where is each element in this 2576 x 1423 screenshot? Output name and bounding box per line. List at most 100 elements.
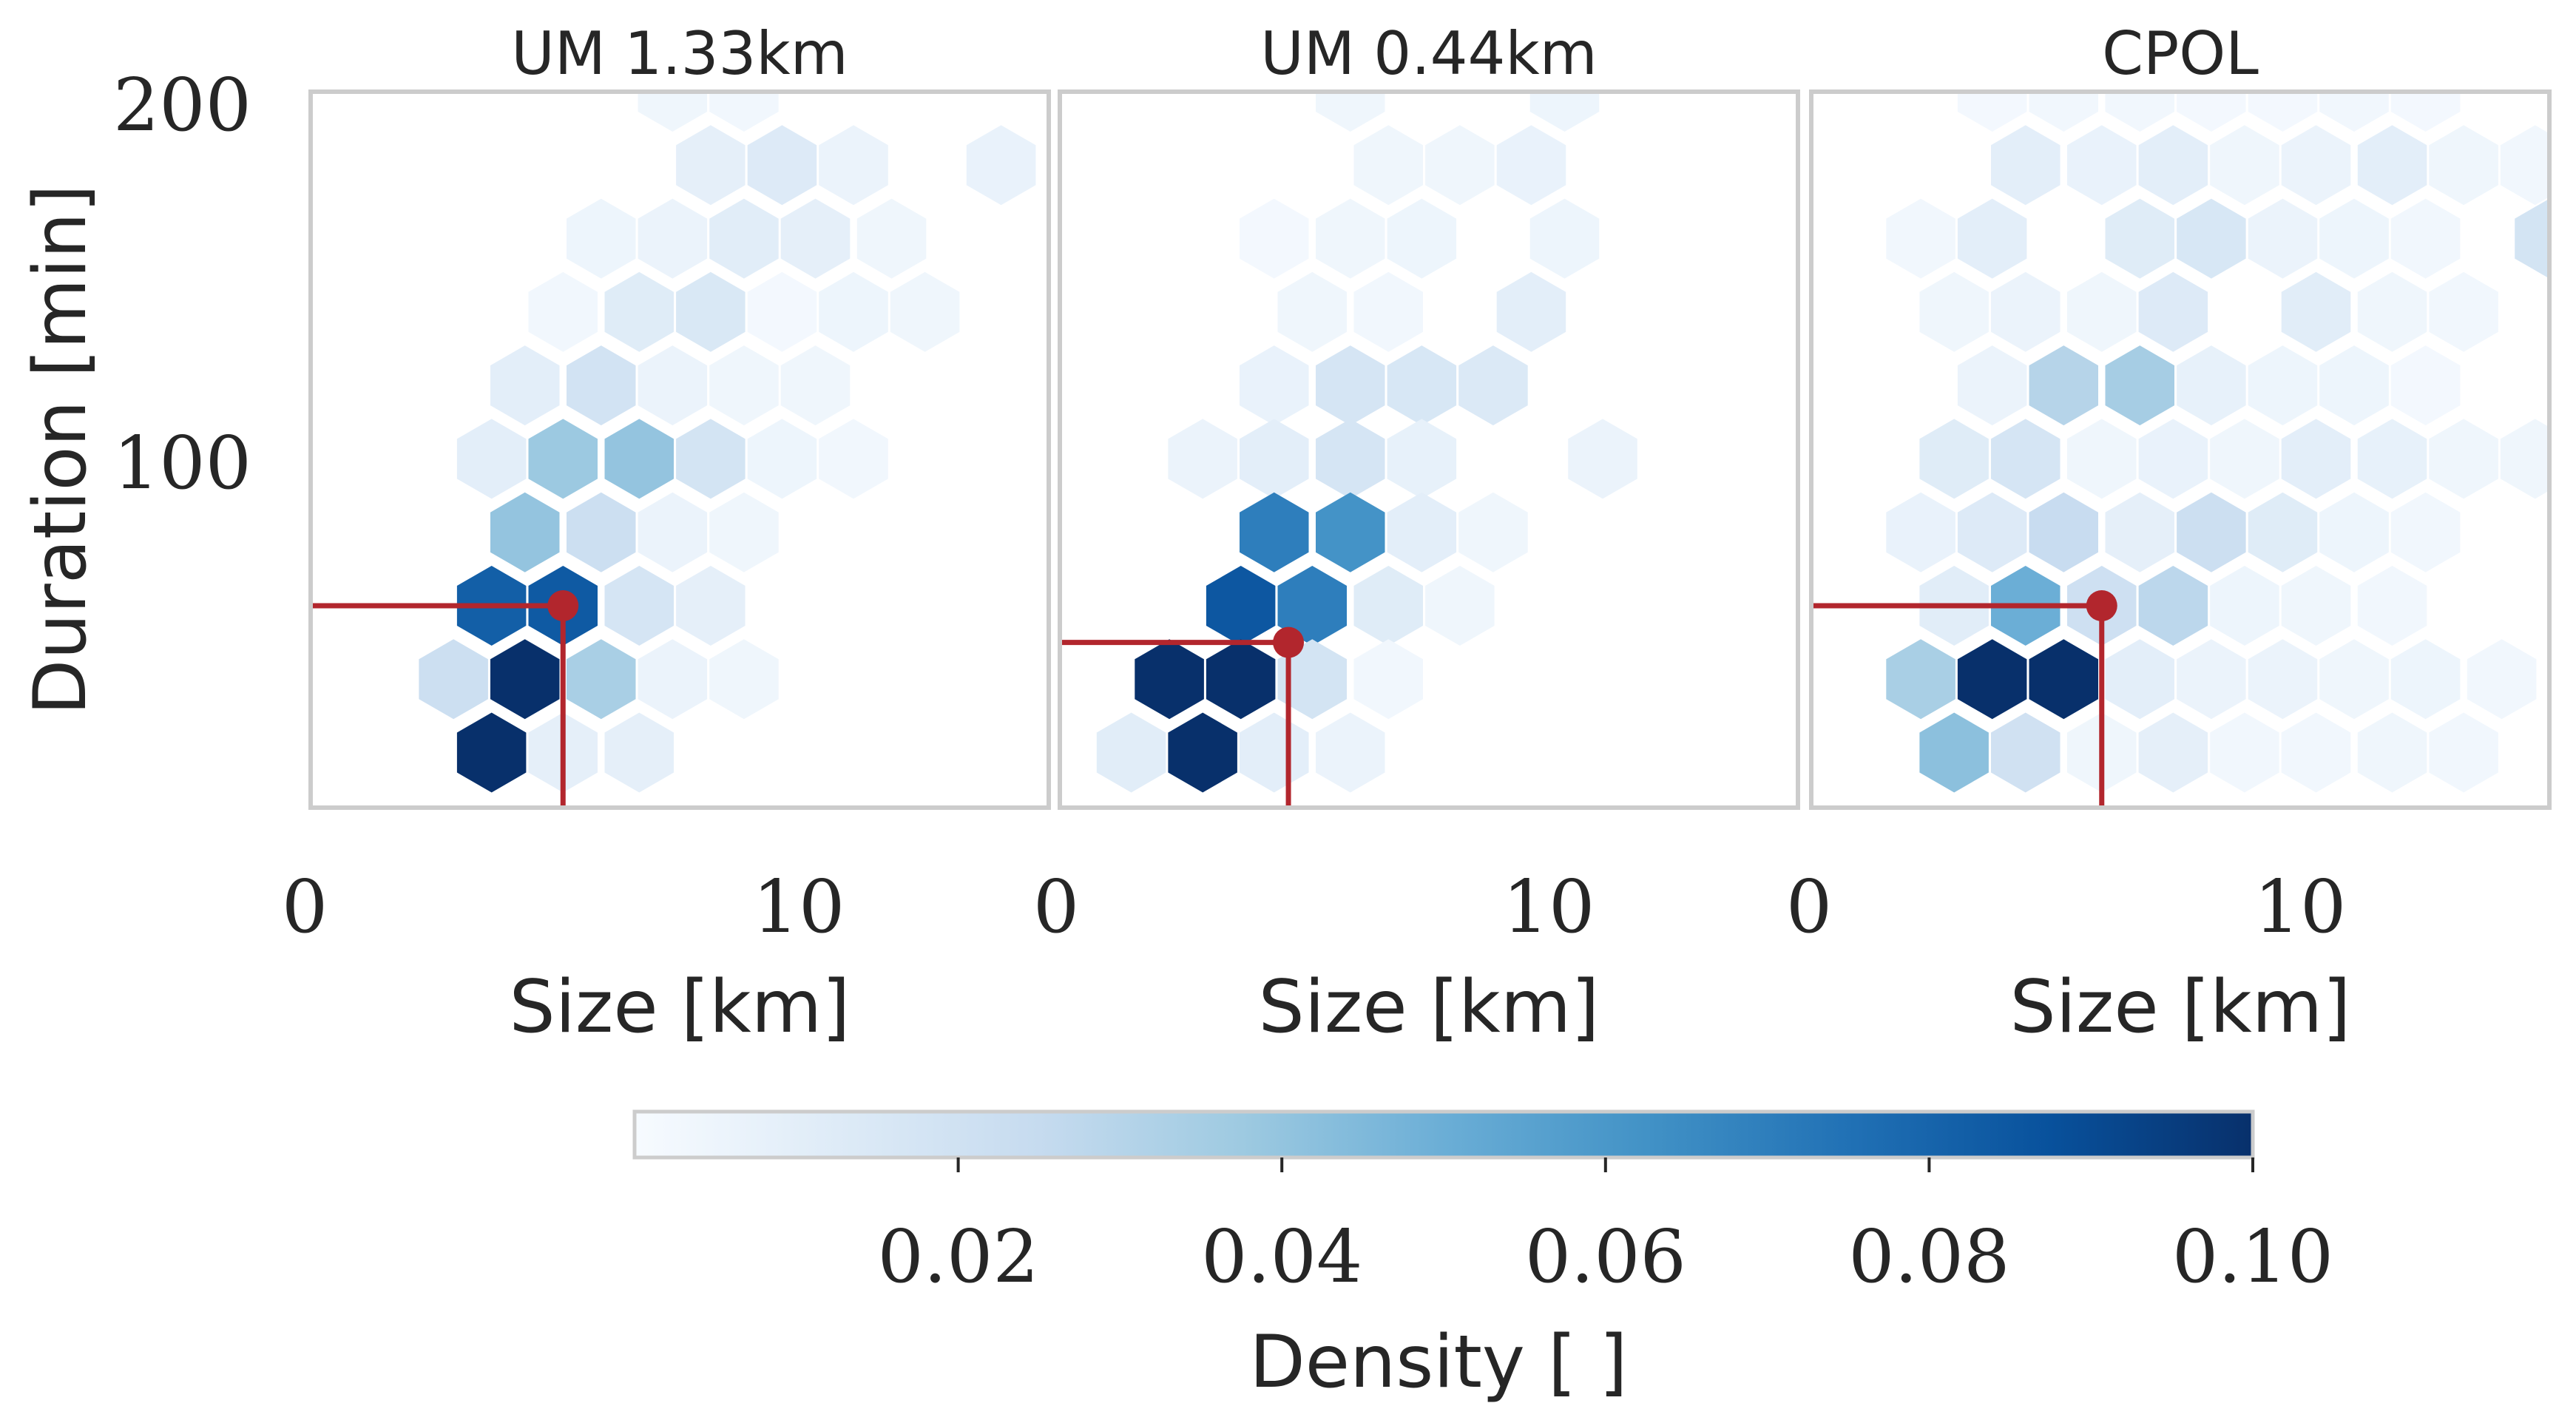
hexbin-cell [2319, 345, 2389, 426]
median-point [2086, 589, 2117, 621]
panel-title: UM 0.44km [1260, 19, 1597, 88]
hexbin-cell [1496, 125, 1566, 206]
hexbin-cell [2319, 198, 2389, 279]
x-tick-label-0: 0 [1786, 865, 1832, 950]
hexbin-cell [1096, 712, 1166, 793]
hexbin-cell [567, 345, 636, 426]
hexbin-cell [709, 492, 779, 572]
hexbin-cell [1353, 125, 1423, 206]
hexbin-cell [2177, 492, 2246, 572]
hexbin-cell [1919, 271, 1989, 352]
hexbin-cell [747, 125, 817, 206]
hexbin-cell [2105, 492, 2174, 572]
hexbin-cell [1240, 419, 1309, 499]
hexbin-cell [1353, 639, 1423, 720]
median-point [1273, 626, 1305, 658]
hexbin-cell [1957, 92, 2027, 132]
hexbin-cell [1496, 271, 1566, 352]
x-tick-label-10: 10 [1503, 865, 1595, 950]
hexbin-cell [2515, 198, 2549, 279]
hexbin-cell [2248, 492, 2318, 572]
axes-frame [308, 89, 1051, 810]
hexbin-cell [2357, 125, 2427, 206]
hexbin-cell [1886, 198, 1955, 279]
hexbin-cell [2281, 566, 2351, 646]
hexbin-cell [1387, 198, 1457, 279]
hexbin-cell [1387, 345, 1457, 426]
hexbin-cell [2248, 198, 2318, 279]
hexbin-layer [1886, 92, 2549, 793]
y-tick-label-200: 200 [113, 64, 251, 148]
median-marker [1060, 626, 1305, 808]
hexbin-cell [1353, 566, 1423, 646]
hexbin-cell [604, 419, 674, 499]
hexbin-cell [2210, 566, 2279, 646]
hexbin-cell [1316, 492, 1385, 572]
hexbin-cell [2248, 639, 2318, 720]
hexbin-cell [1387, 419, 1457, 499]
hexbin-cell [2029, 492, 2098, 572]
median-point [547, 589, 579, 621]
hexbin-cell [2281, 271, 2351, 352]
hexbin-cell [2105, 92, 2174, 132]
hexbin-cell [709, 198, 779, 279]
panel-cpol: CPOL 0 10 Size [km] [1786, 19, 2552, 1049]
hexbin-cell [567, 639, 636, 720]
hexbin-cell [2105, 639, 2174, 720]
hexbin-cell [676, 566, 746, 646]
hexbin-cell [2319, 639, 2389, 720]
x-axis-label: Size [km] [2009, 965, 2350, 1049]
hexbin-cell [1458, 492, 1528, 572]
hexbin-cell [1991, 712, 2061, 793]
hexbin-cell [2138, 419, 2208, 499]
hexbin-cell [2210, 125, 2279, 206]
hexbin-cell [490, 639, 560, 720]
hexbin-cell [2429, 419, 2498, 499]
hexbin-cell [419, 639, 488, 720]
hexbin-cell [2357, 419, 2427, 499]
hexbin-cell [456, 419, 527, 499]
hexbin-cell [1277, 566, 1347, 646]
hexbin-cell [456, 712, 527, 793]
hexbin-cell [747, 419, 817, 499]
median-marker [311, 589, 579, 808]
hexbin-cell [1316, 92, 1385, 132]
hexbin-cell [2029, 92, 2098, 132]
hexbin-cell [1135, 639, 1204, 720]
hexbin-cell [2357, 271, 2427, 352]
hexbin-cell [2429, 712, 2498, 793]
hexbin-cell [1458, 345, 1528, 426]
median-marker [1811, 589, 2117, 808]
hexbin-cell [2138, 566, 2208, 646]
hexbin-cell [1240, 345, 1309, 426]
hexbin-cell [676, 271, 746, 352]
hexbin-cell [638, 198, 708, 279]
hexbin-cell [1529, 92, 1600, 132]
hexbin-cell [638, 492, 708, 572]
hexbin-cell [2390, 492, 2461, 572]
hexbin-cell [2319, 92, 2389, 132]
hexbin-cell [2138, 125, 2208, 206]
colorbar-tick-label: 0.04 [1201, 1215, 1362, 1299]
hexbin-cell [2248, 345, 2318, 426]
colorbar-tick-label: 0.10 [2172, 1215, 2333, 1299]
hexbin-cell [1957, 492, 2027, 572]
axes-frame [1058, 89, 1800, 810]
hexbin-cell [638, 345, 708, 426]
panel-um-0-44km: UM 0.44km 0 10 Size [km] [1033, 19, 1800, 1049]
hexbin-cell [2067, 271, 2137, 352]
hexbin-cell [567, 198, 636, 279]
hexbin-cell [2390, 92, 2461, 132]
hexbin-cell [2281, 712, 2351, 793]
hexbin-cell [1387, 492, 1457, 572]
hexbin-layer [1096, 92, 1637, 793]
hexbin-cell [1919, 712, 1989, 793]
hexbin-cell [2177, 198, 2246, 279]
x-axis-label: Size [km] [1258, 965, 1599, 1049]
hexbin-cell [1425, 566, 1495, 646]
panel-title: CPOL [2102, 19, 2259, 88]
hexbin-cell [709, 92, 779, 132]
hexbin-cell [2281, 419, 2351, 499]
hexbin-cell [2067, 125, 2137, 206]
hexbin-cell [1529, 198, 1600, 279]
